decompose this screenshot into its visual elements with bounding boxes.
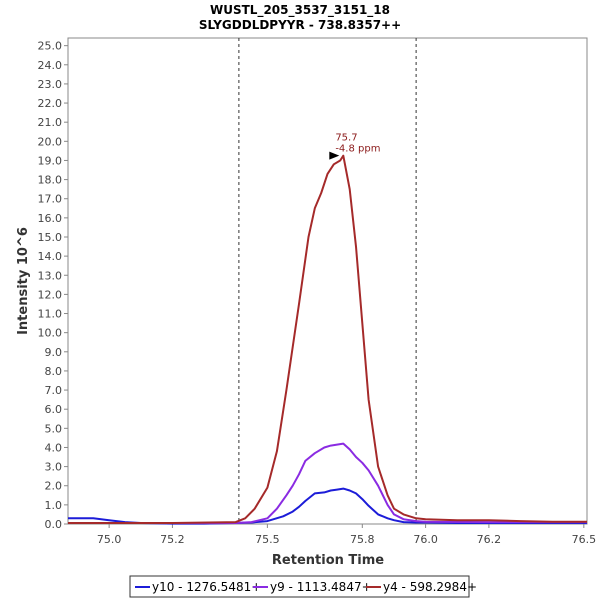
- y-tick-label: 16.0: [38, 212, 63, 225]
- y-tick-label: 10.0: [38, 327, 63, 340]
- y-tick-label: 23.0: [38, 78, 63, 91]
- y-tick-label: 24.0: [38, 59, 63, 72]
- y-tick-label: 25.0: [38, 40, 63, 53]
- chart-subtitle: SLYGDDLDPYYR - 738.8357++: [199, 18, 401, 32]
- y-tick-label: 13.0: [38, 269, 63, 282]
- plot-area: [67, 37, 588, 525]
- y-tick-label: 8.0: [45, 365, 63, 378]
- peak-annotation: 75.7-4.8 ppm: [329, 133, 380, 160]
- y-tick-label: 6.0: [45, 403, 63, 416]
- y-tick-label: 22.0: [38, 97, 63, 110]
- series-layer: [68, 154, 587, 525]
- series-line-2: [68, 154, 587, 524]
- x-tick-label: 75.8: [350, 533, 375, 546]
- x-tick-label: 75.2: [160, 533, 185, 546]
- x-axis: 75.0 75.2 75.5 75.8 76.0 76.2 76.5: [97, 524, 596, 546]
- series-line-1: [68, 442, 587, 524]
- apex-ppm-label: -4.8 ppm: [335, 144, 380, 155]
- x-tick-label: 76.5: [572, 533, 597, 546]
- apex-retention-label: 75.7: [335, 133, 357, 144]
- chart-title: WUSTL_205_3537_3151_18: [210, 3, 390, 18]
- legend-box: [129, 575, 470, 598]
- legend-label: y4 - 598.2984+: [383, 580, 477, 594]
- y-tick-label: 20.0: [38, 135, 63, 148]
- y-tick-label: 18.0: [38, 174, 63, 187]
- x-tick-label: 75.5: [255, 533, 280, 546]
- y-tick-label: 11.0: [38, 308, 63, 321]
- y-tick-label: 9.0: [45, 346, 63, 359]
- series-line-0: [68, 487, 587, 525]
- y-tick-label: 1.0: [45, 499, 63, 512]
- x-tick-label: 76.0: [413, 533, 438, 546]
- y-tick-label: 14.0: [38, 250, 63, 263]
- legend: y10 - 1276.5481+ y9 - 1113.4847+ y4 - 598.…: [129, 575, 477, 598]
- peak-boundaries: [238, 38, 417, 524]
- y-tick-label: 21.0: [38, 116, 63, 129]
- x-tick-label: 75.0: [97, 533, 122, 546]
- y-tick-label: 7.0: [45, 384, 63, 397]
- x-tick-label: 76.2: [477, 533, 502, 546]
- legend-label: y9 - 1113.4847+: [270, 580, 372, 594]
- y-tick-label: 4.0: [45, 441, 63, 454]
- y-tick-label: 17.0: [38, 193, 63, 206]
- y-axis: 0.0 1.0 2.0 3.0 4.0 5.0 6.0 7.0 8.0 9.0 10.0 11.0 12…: [38, 40, 68, 531]
- y-tick-label: 3.0: [45, 461, 63, 474]
- y-tick-label: 5.0: [45, 422, 63, 435]
- apex-marker-icon: [329, 151, 340, 160]
- y-tick-label: 15.0: [38, 231, 63, 244]
- y-tick-label: 12.0: [38, 288, 63, 301]
- y-tick-label: 0.0: [45, 518, 63, 531]
- legend-label: y10 - 1276.5481+: [152, 580, 261, 594]
- y-tick-label: 2.0: [45, 480, 63, 493]
- x-axis-title: Retention Time: [272, 553, 384, 568]
- y-tick-label: 19.0: [38, 154, 63, 167]
- y-axis-title: Intensity 10^6: [16, 227, 31, 335]
